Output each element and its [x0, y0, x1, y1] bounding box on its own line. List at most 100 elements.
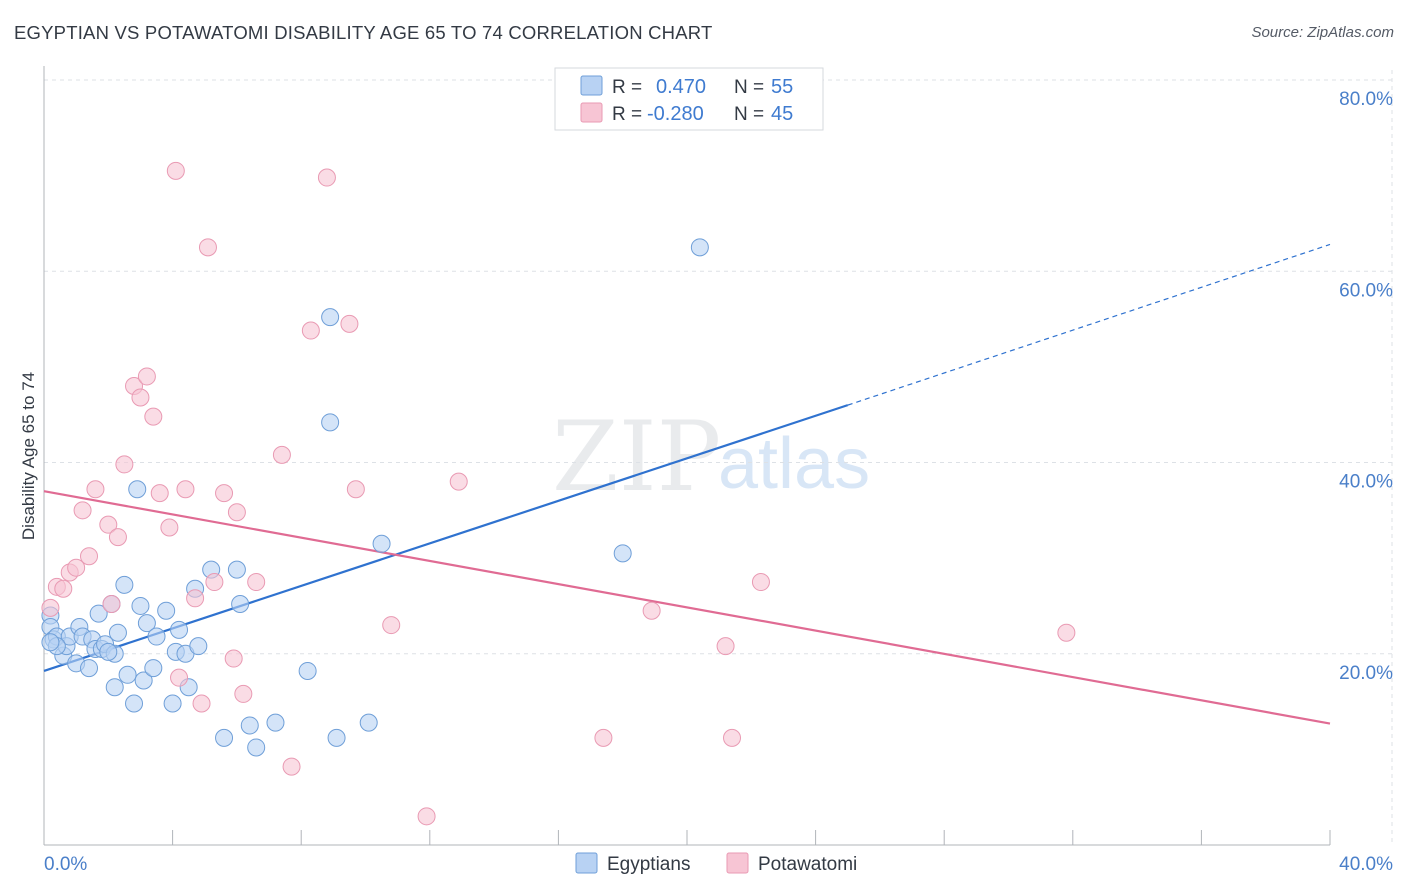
egyptians-point: [89, 604, 108, 623]
legend-swatch-potawatomi: [580, 102, 603, 123]
potawatomi-point: [224, 649, 243, 668]
potawatomi-point: [176, 480, 195, 499]
egyptians-point: [321, 413, 340, 432]
legend-r-label-egyptians: R =: [612, 77, 642, 98]
potawatomi-point: [115, 455, 134, 474]
egyptians-point: [147, 627, 166, 646]
potawatomi-trend-line: [43, 490, 1331, 725]
egyptians-point: [128, 480, 147, 499]
egyptians-point: [125, 694, 144, 713]
bottom-legend-potawatomi: Potawatomi: [758, 854, 857, 875]
egyptians-point: [80, 659, 99, 678]
potawatomi-point: [80, 547, 99, 566]
legend-swatch-egyptians: [580, 75, 603, 96]
potawatomi-point: [642, 601, 661, 620]
potawatomi-point: [227, 503, 246, 522]
legend-n-label-potawatomi: N =: [734, 104, 764, 125]
axes: [43, 66, 1331, 846]
egyptians-point: [105, 678, 124, 697]
egyptians-point: [131, 596, 150, 615]
potawatomi-point: [102, 595, 121, 614]
potawatomi-point: [137, 367, 156, 386]
potawatomi-point: [150, 484, 169, 503]
legend-n-label-egyptians: N =: [734, 77, 764, 98]
egyptians-point: [247, 738, 266, 757]
egyptians-point: [227, 560, 246, 579]
potawatomi-point: [594, 728, 613, 747]
egyptians-point: [134, 671, 153, 690]
potawatomi-point: [282, 757, 301, 776]
potawatomi-point: [751, 573, 770, 592]
legend: R = 0.470 N = 55 R = -0.280 N = 45: [554, 67, 824, 131]
potawatomi-point: [449, 472, 468, 491]
egyptians-point: [359, 713, 378, 732]
egyptians-point: [170, 620, 189, 639]
potawatomi-point: [170, 668, 189, 687]
potawatomi-point: [723, 728, 742, 747]
potawatomi-point: [340, 314, 359, 333]
watermark-zip: ZIP: [552, 401, 721, 513]
legend-r-value-potawatomi: -0.280: [647, 103, 704, 125]
legend-r-label-potawatomi: R =: [612, 104, 642, 125]
legend-r-value-egyptians: 0.470: [656, 76, 706, 98]
egyptians-trend-line: [43, 404, 849, 673]
potawatomi-point: [41, 598, 60, 617]
potawatomi-point: [198, 238, 217, 257]
y-tick-label: 80.0%: [1339, 89, 1393, 110]
egyptians-point: [321, 308, 340, 327]
egyptians-point: [690, 238, 709, 257]
legend-n-value-potawatomi: 45: [771, 103, 793, 125]
y-axis-title: Disability Age 65 to 74: [19, 372, 38, 540]
legend-n-value-egyptians: 55: [771, 76, 793, 98]
potawatomi-point: [382, 616, 401, 635]
potawatomi-point: [205, 573, 224, 592]
egyptians-point: [137, 614, 156, 633]
y-tick-label: 20.0%: [1339, 663, 1393, 684]
egyptians-point: [163, 694, 182, 713]
egyptians-point: [41, 633, 60, 652]
egyptians-point: [115, 575, 134, 594]
bottom-legend-swatch-potawatomi: [726, 852, 749, 874]
bottom-legend-swatch-egyptians: [575, 852, 598, 874]
egyptians-point: [240, 716, 259, 735]
potawatomi-point: [317, 168, 336, 187]
watermark-atlas: atlas: [718, 424, 870, 504]
potawatomi-point: [272, 445, 291, 464]
potawatomi-point: [166, 161, 185, 180]
potawatomi-point: [144, 407, 163, 426]
x-tick-label: 0.0%: [44, 854, 87, 875]
egyptians-point: [298, 661, 317, 680]
potawatomi-point: [234, 684, 253, 703]
egyptians-trend-extension: [847, 243, 1331, 406]
potawatomi-point: [99, 515, 118, 534]
egyptians-point: [327, 728, 346, 747]
potawatomi-point: [108, 528, 127, 547]
egyptians-point: [118, 665, 137, 684]
egyptians-point: [266, 713, 285, 732]
egyptians-point: [231, 595, 250, 614]
x-tick-labels: 0.0% 40.0%: [44, 854, 1393, 875]
egyptians-point: [157, 601, 176, 620]
egyptians-point: [215, 728, 234, 747]
egyptians-point: [108, 623, 127, 642]
x-tick-label: 40.0%: [1339, 854, 1393, 875]
potawatomi-point: [54, 579, 73, 598]
potawatomi-points: [41, 161, 1076, 826]
y-tick-label: 60.0%: [1339, 280, 1393, 301]
watermark: ZIP atlas: [552, 401, 870, 513]
potawatomi-point: [131, 388, 150, 407]
y-tick-labels: 20.0% 40.0% 60.0% 80.0%: [1339, 89, 1393, 684]
potawatomi-point: [186, 589, 205, 608]
egyptians-points: [41, 238, 709, 757]
egyptians-point: [189, 637, 208, 656]
egyptians-point: [99, 642, 118, 661]
potawatomi-point: [247, 573, 266, 592]
gridlines: [44, 70, 1393, 845]
chart-title: EGYPTIAN VS POTAWATOMI DISABILITY AGE 65…: [14, 22, 713, 43]
potawatomi-point: [73, 501, 92, 520]
egyptians-point: [372, 534, 391, 553]
egyptians-point: [613, 544, 632, 563]
potawatomi-point: [67, 558, 86, 577]
potawatomi-point: [1057, 623, 1076, 642]
